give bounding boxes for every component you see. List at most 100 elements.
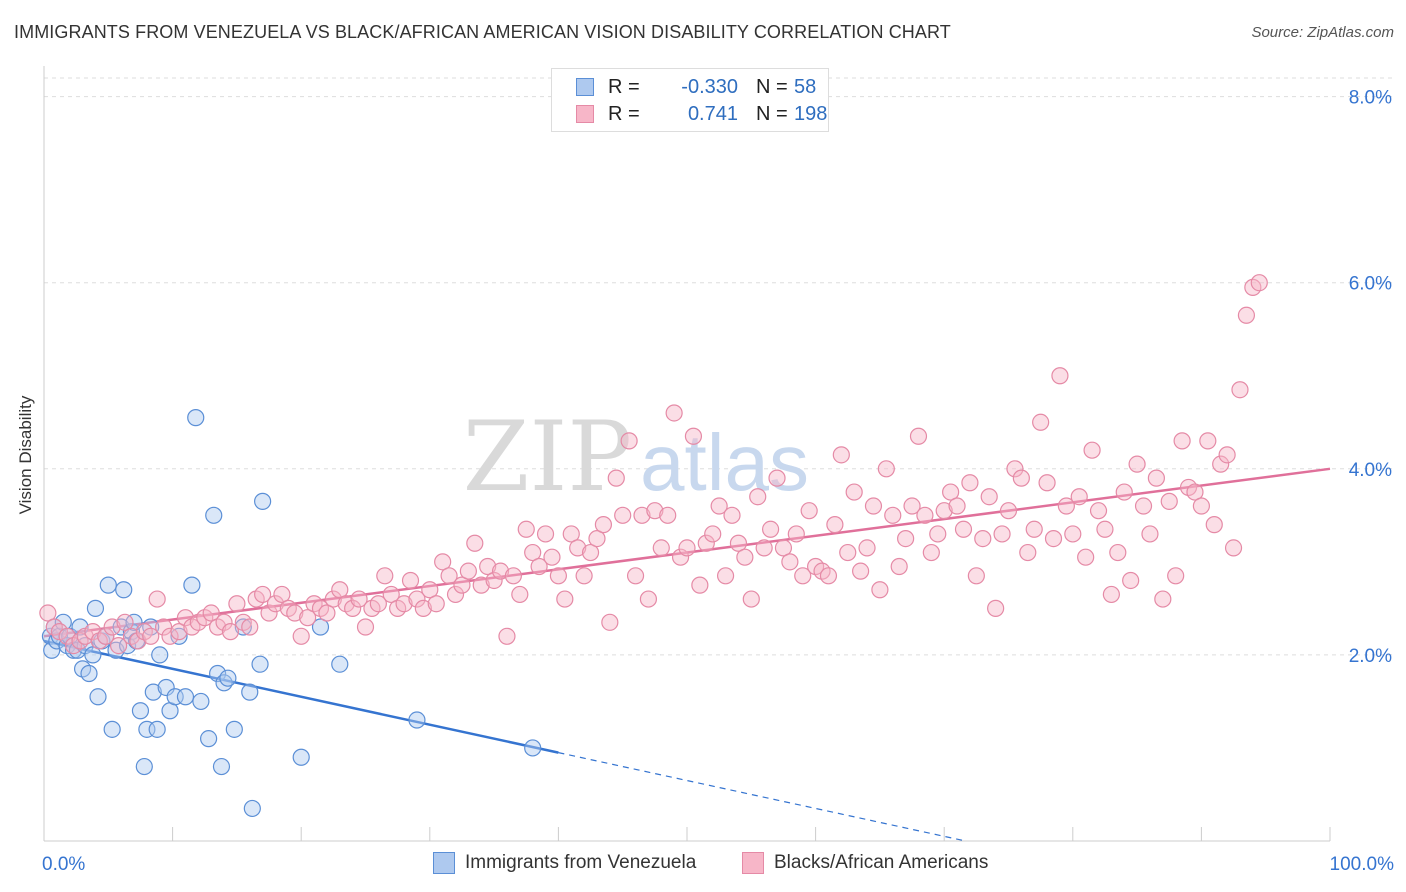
black-point bbox=[723, 506, 741, 524]
black-point bbox=[980, 488, 998, 506]
venezuela-point bbox=[84, 646, 102, 664]
black-point bbox=[1012, 469, 1030, 487]
black-point bbox=[967, 567, 985, 585]
black-point bbox=[228, 595, 246, 613]
venezuela-point bbox=[243, 799, 261, 818]
black-point bbox=[871, 581, 889, 599]
venezuela-point bbox=[183, 576, 201, 594]
x-tick-label: 0.0% bbox=[42, 854, 85, 875]
black-point bbox=[292, 627, 310, 645]
black-point bbox=[1224, 539, 1243, 557]
venezuela-point bbox=[205, 506, 223, 524]
watermark-zip: ZIP bbox=[463, 401, 632, 513]
venezuela-point bbox=[151, 646, 169, 664]
black-point bbox=[646, 502, 664, 520]
venezuela-point bbox=[103, 720, 121, 738]
venezuela-point bbox=[209, 664, 227, 683]
black-point bbox=[286, 604, 304, 622]
venezuela-point bbox=[254, 492, 272, 510]
black-point bbox=[1128, 455, 1146, 473]
black-point bbox=[954, 520, 973, 538]
chart-title: IMMIGRANTS FROM VENEZUELA VS BLACK/AFRIC… bbox=[14, 22, 951, 42]
black-point bbox=[890, 557, 908, 576]
black-point bbox=[58, 627, 76, 645]
black-point bbox=[344, 599, 362, 617]
series-label-venezuela: Immigrants from Venezuela bbox=[465, 852, 697, 873]
black-point bbox=[1096, 520, 1114, 538]
black-point bbox=[369, 595, 387, 613]
venezuela-point bbox=[292, 748, 310, 766]
y-tick-label: 2.0% bbox=[1349, 646, 1392, 667]
black-point bbox=[1038, 474, 1056, 492]
venezuela-point bbox=[43, 641, 61, 659]
black-point bbox=[421, 581, 439, 599]
data-points bbox=[39, 274, 1268, 818]
black-point bbox=[142, 627, 160, 645]
black-point bbox=[852, 562, 870, 580]
black-point bbox=[1205, 516, 1223, 534]
venezuela-point bbox=[192, 692, 210, 711]
black-point bbox=[536, 525, 555, 543]
venezuela-point bbox=[241, 683, 259, 701]
black-point bbox=[1019, 543, 1037, 562]
black-point bbox=[858, 539, 876, 557]
black-point bbox=[697, 534, 715, 552]
black-point bbox=[1089, 502, 1108, 520]
black-point bbox=[71, 632, 89, 650]
black-point bbox=[273, 585, 291, 604]
black-point bbox=[999, 502, 1018, 520]
black-point bbox=[1141, 525, 1159, 543]
black-point bbox=[221, 623, 240, 641]
black-point bbox=[401, 571, 420, 590]
venezuela-trendline-extension bbox=[558, 752, 966, 842]
venezuela-point bbox=[408, 711, 426, 729]
black-point bbox=[794, 567, 812, 585]
black-point bbox=[639, 590, 658, 608]
black-point bbox=[562, 525, 580, 543]
black-point bbox=[607, 469, 625, 487]
black-point bbox=[1057, 497, 1075, 515]
black-point bbox=[1218, 446, 1236, 464]
venezuela-point bbox=[187, 409, 205, 427]
black-point bbox=[781, 553, 799, 571]
black-point bbox=[948, 497, 966, 515]
black-point bbox=[331, 581, 349, 599]
venezuela-point bbox=[118, 636, 137, 655]
venezuela-point bbox=[212, 757, 231, 776]
black-point bbox=[1160, 492, 1178, 510]
venezuela-point bbox=[86, 599, 105, 617]
venezuela-point bbox=[115, 581, 133, 599]
black-point bbox=[1064, 525, 1082, 543]
black-point bbox=[581, 543, 600, 562]
black-point bbox=[39, 604, 57, 622]
venezuela-point bbox=[311, 618, 330, 636]
black-point bbox=[633, 506, 651, 524]
black-point bbox=[774, 539, 793, 557]
legend-swatch-venezuela bbox=[576, 78, 594, 96]
black-point bbox=[215, 613, 233, 631]
black-point bbox=[704, 525, 722, 543]
black-point bbox=[543, 548, 561, 566]
black-point bbox=[549, 567, 568, 585]
black-point bbox=[974, 529, 992, 548]
venezuela-point bbox=[200, 730, 218, 748]
black-point bbox=[736, 548, 754, 566]
black-point bbox=[154, 618, 173, 636]
black-point bbox=[1083, 441, 1101, 459]
black-point bbox=[761, 520, 780, 538]
black-point bbox=[1134, 497, 1153, 515]
black-point bbox=[620, 432, 638, 450]
black-point bbox=[710, 497, 728, 515]
black-point bbox=[614, 506, 632, 524]
black-point bbox=[1237, 306, 1256, 324]
black-point bbox=[1250, 274, 1268, 292]
black-point bbox=[376, 567, 394, 585]
black-point bbox=[942, 483, 960, 501]
legend-r-label: R = bbox=[608, 76, 640, 98]
black-point bbox=[440, 567, 458, 585]
legend-r-value: -0.330 bbox=[681, 76, 738, 98]
axes bbox=[43, 66, 1331, 842]
legend-r-label: R = bbox=[608, 103, 640, 125]
black-point bbox=[382, 585, 400, 604]
black-point bbox=[434, 553, 452, 571]
